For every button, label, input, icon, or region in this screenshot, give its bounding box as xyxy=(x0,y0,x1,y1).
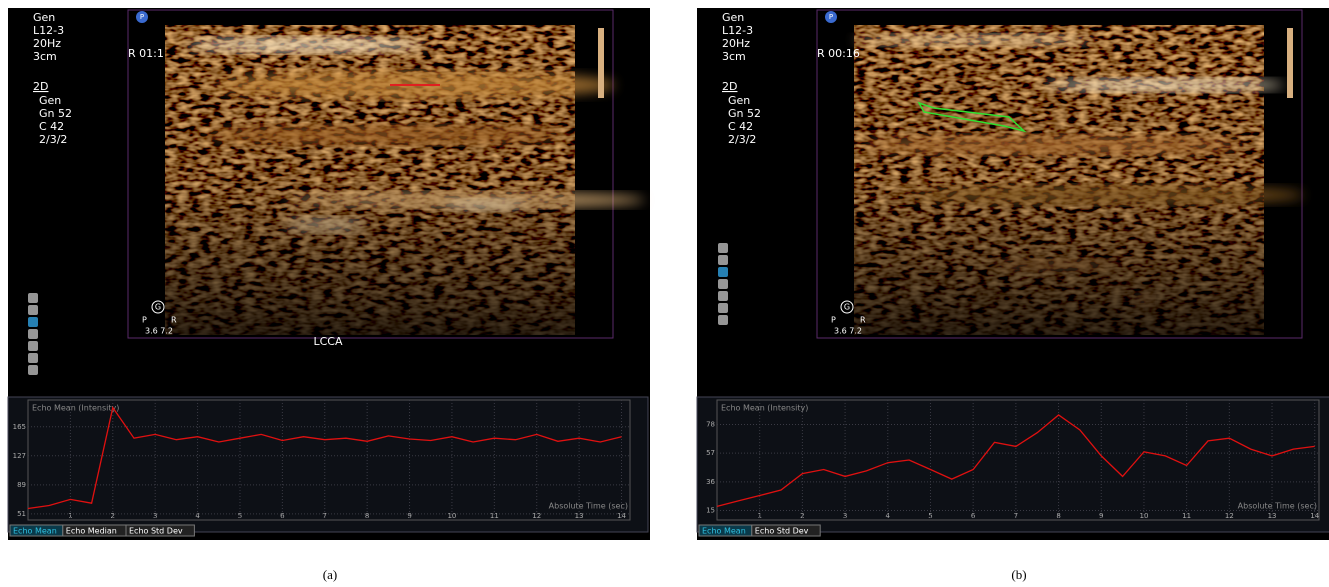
timer: R 01:1 xyxy=(128,47,164,60)
x-tick-label: 4 xyxy=(195,512,200,520)
tool-icon xyxy=(718,267,728,277)
tool-icon xyxy=(28,365,38,375)
x-tick-label: 12 xyxy=(1225,512,1234,520)
y-tick-label: 51 xyxy=(17,510,26,518)
mode-label: 2D xyxy=(722,80,737,93)
mode-line: 2/3/2 xyxy=(728,133,756,146)
x-tick-label: 7 xyxy=(1014,512,1018,520)
y-tick-label: 89 xyxy=(17,481,26,489)
y-tick-label: 36 xyxy=(706,478,715,486)
x-tick-label: 1 xyxy=(757,512,761,520)
info-line: 20Hz xyxy=(33,37,61,50)
chart-panel xyxy=(8,397,648,532)
y-tick-label: 127 xyxy=(13,452,26,460)
probe-icon: G xyxy=(155,303,161,312)
y-tick-label: 165 xyxy=(13,423,26,431)
x-tick-label: 3 xyxy=(153,512,157,520)
info-line: L12-3 xyxy=(33,24,64,37)
x-tick-label: 11 xyxy=(490,512,499,520)
probe-right: R xyxy=(171,316,177,325)
x-tick-label: 8 xyxy=(1056,512,1060,520)
tab-label: Echo Std Dev xyxy=(755,527,809,536)
x-tick-label: 11 xyxy=(1182,512,1191,520)
mode-line: C 42 xyxy=(728,120,753,133)
info-line: 3cm xyxy=(722,50,746,63)
x-tick-label: 3 xyxy=(843,512,847,520)
probe-right: R xyxy=(860,316,866,325)
x-tick-label: 14 xyxy=(617,512,626,520)
chart-title: Echo Mean (Intensity) xyxy=(32,404,119,413)
y-tick-label: 57 xyxy=(706,449,715,457)
mode-label: 2D xyxy=(33,80,48,93)
x-tick-label: 1 xyxy=(68,512,72,520)
x-axis-label: Absolute Time (sec) xyxy=(549,502,628,511)
mode-line: 2/3/2 xyxy=(39,133,67,146)
mode-line: Gen xyxy=(728,94,750,107)
tool-icon xyxy=(718,255,728,265)
badge-label: P xyxy=(140,13,144,21)
depth-fade xyxy=(165,25,575,335)
probe-left: P xyxy=(831,316,836,325)
tab-label: Echo Mean xyxy=(13,527,57,536)
image-label: LCCA xyxy=(313,335,342,348)
y-tick-label: 15 xyxy=(706,506,715,514)
tool-icon xyxy=(28,341,38,351)
info-line: Gen xyxy=(33,11,55,24)
info-line: 3cm xyxy=(33,50,57,63)
tool-icon xyxy=(28,305,38,315)
x-axis-label: Absolute Time (sec) xyxy=(1238,502,1317,511)
tool-icon xyxy=(718,243,728,253)
x-tick-label: 12 xyxy=(532,512,541,520)
caption: (a) xyxy=(323,567,337,582)
x-tick-label: 6 xyxy=(971,512,976,520)
gray-bar xyxy=(598,28,604,98)
info-line: Gen xyxy=(722,11,744,24)
tool-icon xyxy=(28,329,38,339)
tool-icon xyxy=(718,279,728,289)
info-line: L12-3 xyxy=(722,24,753,37)
depth-fade xyxy=(854,25,1264,335)
timer: R 00:16 xyxy=(817,47,860,60)
info-line: 20Hz xyxy=(722,37,750,50)
tool-icon xyxy=(718,291,728,301)
probe-left: P xyxy=(142,316,147,325)
x-tick-label: 7 xyxy=(323,512,327,520)
tab-label: Echo Std Dev xyxy=(129,527,183,536)
tool-icon xyxy=(718,315,728,325)
x-tick-label: 13 xyxy=(575,512,584,520)
probe-icon: G xyxy=(844,303,850,312)
chart-title: Echo Mean (Intensity) xyxy=(721,404,808,413)
x-tick-label: 5 xyxy=(238,512,242,520)
tool-icon xyxy=(28,353,38,363)
x-tick-label: 4 xyxy=(886,512,891,520)
x-tick-label: 8 xyxy=(365,512,369,520)
x-tick-label: 9 xyxy=(1099,512,1103,520)
caption: (b) xyxy=(1011,567,1026,582)
mode-line: Gn 52 xyxy=(39,107,72,120)
tab-label: Echo Median xyxy=(66,527,117,536)
y-tick-label: 78 xyxy=(706,421,715,429)
x-tick-label: 2 xyxy=(800,512,804,520)
x-tick-label: 14 xyxy=(1310,512,1319,520)
tool-icon xyxy=(28,317,38,327)
mode-line: C 42 xyxy=(39,120,64,133)
x-tick-label: 5 xyxy=(928,512,932,520)
tool-icon xyxy=(28,293,38,303)
probe-values: 3.6 7.2 xyxy=(834,327,862,336)
x-tick-label: 6 xyxy=(280,512,285,520)
x-tick-label: 10 xyxy=(447,512,456,520)
mode-line: Gn 52 xyxy=(728,107,761,120)
x-tick-label: 2 xyxy=(111,512,115,520)
tab-label: Echo Mean xyxy=(702,527,746,536)
probe-values: 3.6 7.2 xyxy=(145,327,173,336)
figure: PGenL12-320Hz3cm2DGenGn 52C 422/3/2R 01:… xyxy=(0,0,1329,587)
tool-icon xyxy=(718,303,728,313)
x-tick-label: 10 xyxy=(1139,512,1148,520)
x-tick-label: 9 xyxy=(407,512,411,520)
mode-line: Gen xyxy=(39,94,61,107)
x-tick-label: 13 xyxy=(1268,512,1277,520)
gray-bar xyxy=(1287,28,1293,98)
badge-label: P xyxy=(829,13,833,21)
